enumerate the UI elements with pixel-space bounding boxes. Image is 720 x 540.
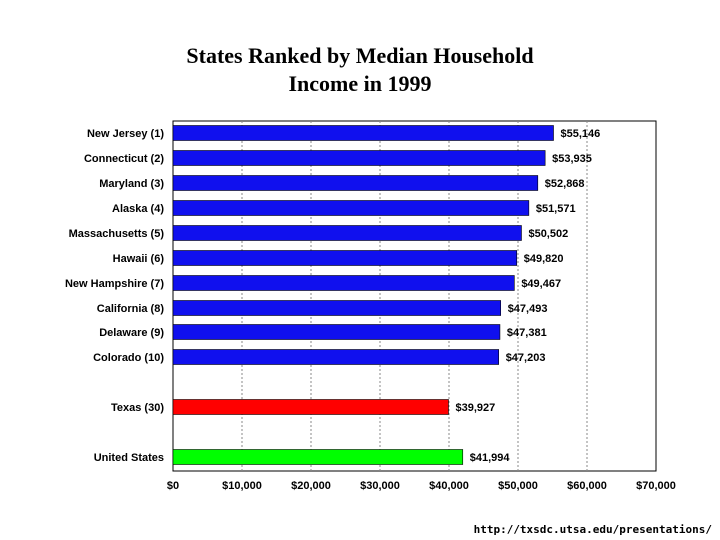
- category-label-3: Alaska (4): [112, 203, 164, 215]
- x-tick-label-2: $20,000: [291, 480, 331, 492]
- bar-1: [172, 150, 546, 166]
- bar-2: [172, 175, 539, 191]
- value-label-10: $39,927: [455, 402, 495, 414]
- category-label-10: Texas (30): [111, 402, 164, 414]
- bar-6: [172, 275, 515, 291]
- value-label-1: $53,935: [552, 153, 592, 165]
- value-label-0: $55,146: [561, 128, 601, 140]
- bar-7: [172, 300, 502, 316]
- category-label-5: Hawaii (6): [113, 253, 165, 265]
- value-label-3: $51,571: [536, 203, 576, 215]
- value-label-6: $49,467: [521, 278, 561, 290]
- bar-11: [172, 449, 464, 465]
- bar-9: [172, 349, 500, 365]
- value-label-5: $49,820: [524, 253, 564, 265]
- value-label-4: $50,502: [528, 228, 568, 240]
- value-label-2: $52,868: [545, 178, 585, 190]
- x-tick-label-6: $60,000: [567, 480, 607, 492]
- x-tick-label-3: $30,000: [360, 480, 400, 492]
- bar-0: [172, 125, 554, 141]
- category-label-9: Colorado (10): [93, 352, 164, 364]
- value-label-11: $41,994: [470, 452, 511, 464]
- value-label-9: $47,203: [506, 352, 546, 364]
- chart-title: States Ranked by Median Household Income…: [0, 42, 720, 98]
- category-label-6: New Hampshire (7): [65, 278, 164, 290]
- category-label-1: Connecticut (2): [84, 153, 164, 165]
- value-label-7: $47,493: [508, 303, 548, 315]
- bar-chart: New Jersey (1) $55,146 Connecticut (2) $53,…: [65, 120, 676, 492]
- bar-3: [172, 200, 530, 216]
- category-label-7: California (8): [97, 303, 165, 315]
- x-tick-label-5: $50,000: [498, 480, 538, 492]
- chart-title-line-1: States Ranked by Median Household: [186, 43, 534, 68]
- source-url: http://txsdc.utsa.edu/presentations/: [473, 523, 712, 536]
- bar-8: [172, 324, 501, 340]
- category-label-2: Maryland (3): [99, 178, 164, 190]
- bar-5: [172, 250, 518, 266]
- bar-4: [172, 225, 522, 241]
- x-tick-label-1: $10,000: [222, 480, 262, 492]
- x-tick-label-4: $40,000: [429, 480, 469, 492]
- value-label-8: $47,381: [507, 327, 547, 339]
- category-label-8: Delaware (9): [99, 327, 164, 339]
- bar-10: [172, 399, 449, 415]
- category-label-4: Massachusetts (5): [69, 228, 165, 240]
- x-tick-label-0: $0: [167, 480, 179, 492]
- plot-frame: [172, 120, 657, 472]
- category-label-11: United States: [94, 452, 164, 464]
- x-tick-label-7: $70,000: [636, 480, 676, 492]
- chart-title-line-2: Income in 1999: [288, 71, 432, 96]
- category-label-0: New Jersey (1): [87, 128, 164, 140]
